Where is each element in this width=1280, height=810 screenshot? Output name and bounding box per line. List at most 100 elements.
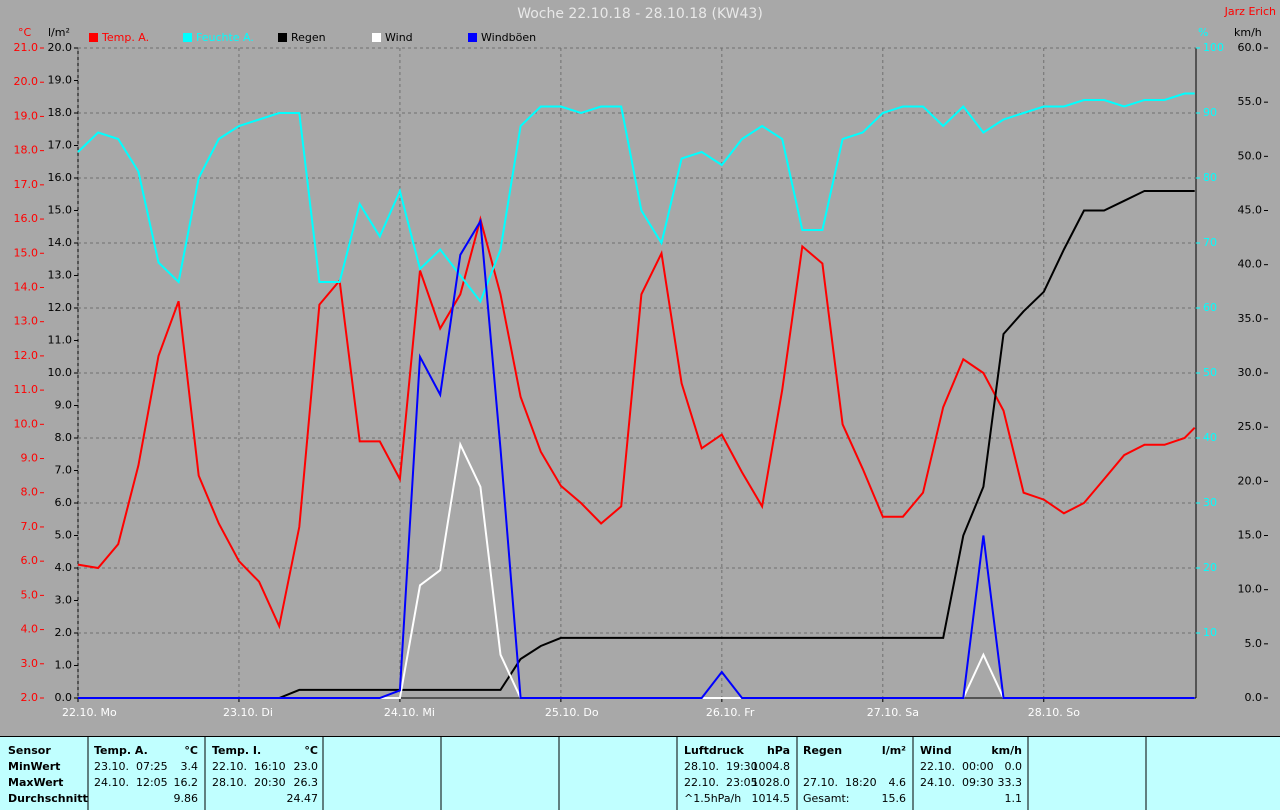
y2-tick-label: 7.0: [55, 464, 73, 477]
y2-tick-label: 20.0: [48, 41, 73, 54]
y2-tick-label: 1.0: [55, 659, 73, 672]
y4-tick-label: 30.0: [1238, 366, 1263, 379]
y3-tick-label: 50: [1203, 366, 1217, 379]
legend-label: Regen: [291, 31, 326, 44]
y-tick-label: 16.0: [14, 212, 39, 225]
chart-title: Woche 22.10.18 - 28.10.18 (KW43): [517, 6, 763, 22]
y2-tick-label: 3.0: [55, 594, 73, 607]
legend-label: Wind: [385, 31, 413, 44]
cell-date: 24.10. 09:30: [920, 776, 994, 789]
y4-tick-label: 45.0: [1238, 204, 1263, 217]
cell-date: 28.10. 19:30: [684, 760, 758, 773]
y3-tick-label: 40: [1203, 431, 1217, 444]
x-tick-label: 26.10. Fr: [706, 706, 755, 719]
legend-swatch: [372, 33, 381, 42]
y3-tick-label: 70: [1203, 236, 1217, 249]
chart-background: [0, 0, 1280, 736]
cell-date: 27.10. 18:20: [803, 776, 877, 789]
legend-swatch: [183, 33, 192, 42]
column-unit: °C: [304, 744, 318, 757]
y3-tick-label: 20: [1203, 561, 1217, 574]
cell-value: 26.3: [294, 776, 319, 789]
cell-date: Gesamt:: [803, 792, 850, 805]
y2-tick-label: 8.0: [55, 431, 73, 444]
column-title: Temp. A.: [94, 744, 148, 757]
cell-date: ^1.5hPa/h: [684, 792, 741, 805]
y-tick-label: 4.0: [21, 623, 39, 636]
y-tick-label: 11.0: [14, 383, 39, 396]
y-tick-label: 18.0: [14, 144, 39, 157]
y2-tick-label: 0.0: [55, 691, 73, 704]
cell-value: 1014.5: [752, 792, 791, 805]
y3-tick-label: 80: [1203, 171, 1217, 184]
y-tick-label: 3.0: [21, 657, 39, 670]
row-label: MinWert: [8, 760, 60, 773]
cell-date: 28.10. 20:30: [212, 776, 286, 789]
legend-label: Feuchte A.: [196, 31, 254, 44]
y2-tick-label: 4.0: [55, 561, 73, 574]
y-tick-label: 15.0: [14, 246, 39, 259]
series-line: [77, 215, 1196, 630]
y4-tick-label: 40.0: [1238, 258, 1263, 271]
y-tick-label: 9.0: [21, 452, 39, 465]
cell-value: 23.0: [294, 760, 319, 773]
cell-value: 1.1: [1005, 792, 1023, 805]
column-title: Wind: [920, 744, 952, 757]
legend-swatch: [468, 33, 477, 42]
y4-tick-label: 25.0: [1238, 420, 1263, 433]
y2-tick-label: 19.0: [48, 74, 73, 87]
column-unit: l/m²: [882, 744, 906, 757]
y3-tick-label: 30: [1203, 496, 1217, 509]
y2-tick-label: 2.0: [55, 626, 73, 639]
y2-axis-unit: l/m²: [48, 26, 70, 39]
y-tick-label: 13.0: [14, 315, 39, 328]
y2-tick-label: 17.0: [48, 139, 73, 152]
x-tick-label: 27.10. Sa: [867, 706, 919, 719]
y4-tick-label: 5.0: [1245, 637, 1263, 650]
row-label: MaxWert: [8, 776, 63, 789]
y-tick-label: 8.0: [21, 486, 39, 499]
column-unit: km/h: [991, 744, 1022, 757]
y2-tick-label: 5.0: [55, 529, 73, 542]
y4-tick-label: 35.0: [1238, 312, 1263, 325]
x-tick-label: 25.10. Do: [545, 706, 599, 719]
column-title: Regen: [803, 744, 842, 757]
x-tick-label: 24.10. Mi: [384, 706, 435, 719]
cell-date: 22.10. 00:00: [920, 760, 994, 773]
cell-date: 22.10. 23:05: [684, 776, 758, 789]
column-title: Temp. I.: [212, 744, 261, 757]
y3-tick-label: 100: [1203, 41, 1224, 54]
cell-value: 33.3: [998, 776, 1023, 789]
y2-tick-label: 12.0: [48, 301, 73, 314]
series-line: [77, 92, 1195, 304]
y2-tick-label: 11.0: [48, 334, 73, 347]
y4-tick-label: 55.0: [1238, 95, 1263, 108]
stats-background: [0, 737, 1280, 810]
y4-tick-label: 10.0: [1238, 583, 1263, 596]
y4-axis-unit: km/h: [1234, 26, 1262, 39]
y3-tick-label: 10: [1203, 626, 1217, 639]
cell-value: 1028.0: [752, 776, 791, 789]
legend-swatch: [278, 33, 287, 42]
y-tick-label: 6.0: [21, 554, 39, 567]
y2-tick-label: 9.0: [55, 399, 73, 412]
cell-value: 24.47: [287, 792, 319, 805]
y4-tick-label: 60.0: [1238, 41, 1263, 54]
y-tick-label: 12.0: [14, 349, 39, 362]
y-tick-label: 20.0: [14, 75, 39, 88]
y2-tick-label: 18.0: [48, 106, 73, 119]
y-tick-label: 10.0: [14, 417, 39, 430]
cell-value: 0.0: [1005, 760, 1023, 773]
y-tick-label: 2.0: [21, 691, 39, 704]
y2-tick-label: 15.0: [48, 204, 73, 217]
cell-value: 4.6: [889, 776, 907, 789]
y-tick-label: 14.0: [14, 280, 39, 293]
y2-tick-label: 14.0: [48, 236, 73, 249]
row-label: Durchschnitt: [8, 792, 88, 805]
column-unit: °C: [184, 744, 198, 757]
y4-tick-label: 15.0: [1238, 529, 1263, 542]
legend-label: Temp. A.: [101, 31, 149, 44]
y-tick-label: 17.0: [14, 178, 39, 191]
y2-tick-label: 13.0: [48, 269, 73, 282]
